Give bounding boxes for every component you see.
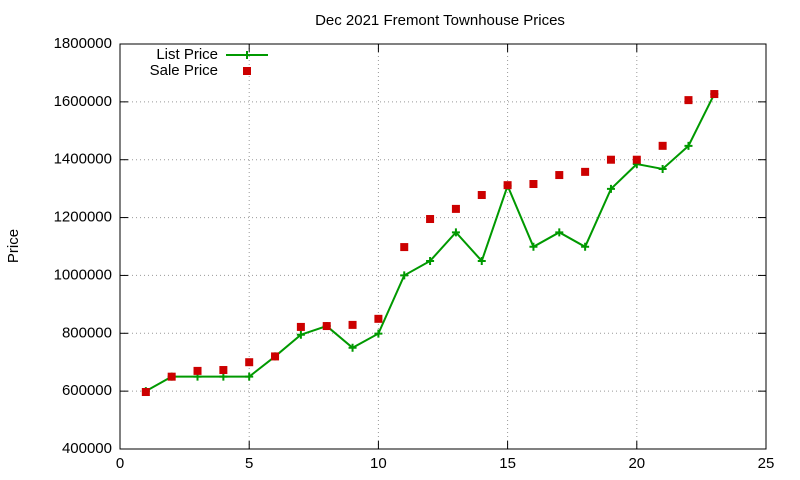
data-point: [555, 228, 564, 237]
data-point: [581, 242, 590, 251]
data-point: [684, 141, 693, 150]
data-point: [477, 191, 486, 200]
data-point: [141, 388, 150, 397]
y-tick-label: 600000: [62, 382, 112, 399]
data-point: [374, 329, 383, 338]
data-point: [710, 90, 719, 99]
y-tick-label: 1000000: [54, 266, 112, 283]
data-point: [400, 271, 409, 280]
plot-frame: [119, 43, 767, 450]
legend-marker: [243, 67, 251, 75]
data-point: [374, 314, 383, 323]
series-line: [145, 93, 716, 393]
data-point: [245, 372, 254, 381]
data-point: [296, 322, 305, 331]
y-tick-label: 400000: [62, 440, 112, 457]
data-point: [684, 96, 693, 105]
y-axis-label: Price: [5, 229, 22, 263]
data-point: [322, 322, 331, 331]
chart-title: Dec 2021 Fremont Townhouse Prices: [315, 12, 565, 29]
legend-label: List Price: [156, 46, 218, 63]
data-point: [451, 204, 460, 213]
data-point: [555, 171, 564, 180]
data-point: [529, 242, 538, 251]
data-point: [193, 366, 202, 375]
data-point: [451, 228, 460, 237]
data-point: [400, 243, 409, 252]
y-tick-label: 1800000: [54, 35, 112, 52]
data-point: [245, 358, 254, 367]
data-point: [348, 320, 357, 329]
legend-marker: [243, 51, 251, 59]
data-point: [271, 352, 280, 361]
data-point: [658, 141, 667, 150]
data-point: [426, 215, 435, 224]
y-tick-label: 800000: [62, 324, 112, 341]
data-point: [348, 343, 357, 352]
data-point: [167, 372, 176, 381]
data-point: [606, 184, 615, 193]
legend-label: Sale Price: [150, 62, 218, 79]
data-point: [658, 164, 667, 173]
x-tick-label: 20: [628, 455, 645, 472]
data-point: [529, 180, 538, 189]
data-point: [503, 181, 512, 190]
x-tick-label: 25: [758, 455, 775, 472]
data-point: [219, 366, 228, 375]
y-tick-label: 1400000: [54, 151, 112, 168]
y-tick-label: 1200000: [54, 209, 112, 226]
x-tick-label: 0: [116, 455, 124, 472]
x-tick-label: 15: [499, 455, 516, 472]
x-tick-label: 5: [245, 455, 253, 472]
data-point: [477, 256, 486, 265]
y-tick-label: 1600000: [54, 93, 112, 110]
data-point: [426, 256, 435, 265]
data-point: [632, 155, 641, 164]
data-point: [606, 155, 615, 164]
x-tick-label: 10: [370, 455, 387, 472]
data-point: [296, 330, 305, 339]
data-point: [581, 167, 590, 176]
